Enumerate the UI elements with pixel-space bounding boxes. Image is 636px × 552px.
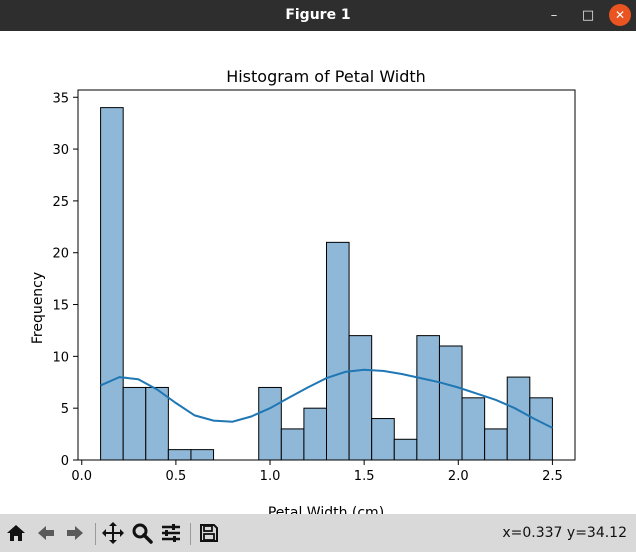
histogram-bar (145, 386, 169, 461)
y-tick-label: 35 (52, 91, 69, 106)
x-tick-label: 0.0 (71, 469, 92, 484)
x-tick-label: 1.5 (354, 469, 375, 484)
histogram-bar (484, 428, 508, 461)
configure-icon[interactable] (158, 520, 184, 546)
histogram-bar (167, 449, 192, 461)
x-tick-label: 0.5 (166, 469, 187, 484)
pan-icon[interactable] (100, 520, 126, 546)
histogram-bar (393, 438, 418, 461)
histogram-bar (100, 107, 124, 461)
zoom-icon[interactable] (129, 520, 155, 546)
kde-line (100, 368, 553, 429)
histogram-chart: Histogram of Petal Width 0.0 0.5 1.0 1.5 2.0… (30, 67, 576, 514)
x-tick-label: 2.0 (448, 469, 469, 484)
back-icon[interactable] (33, 520, 59, 546)
y-tick-label: 5 (61, 402, 69, 417)
histogram-bar (371, 418, 395, 461)
histogram-bar (461, 397, 486, 461)
y-axis-label: Frequency (30, 272, 46, 344)
x-axis-ticks: 0.0 0.5 1.0 1.5 2.0 2.5 (71, 460, 563, 484)
toolbar-separator (95, 523, 96, 545)
toolbar-separator (190, 523, 191, 545)
maximize-button[interactable]: □ (581, 8, 595, 23)
cursor-coordinates: x=0.337 y=34.12 (502, 525, 627, 541)
histogram-bar (416, 335, 440, 461)
histogram-bar (258, 386, 282, 461)
y-tick-label: 10 (52, 350, 69, 365)
navigation-toolbar: x=0.337 y=34.12 (0, 514, 636, 552)
histogram-bar (348, 335, 373, 461)
y-tick-label: 20 (52, 247, 69, 262)
histogram-bar (122, 386, 147, 461)
y-tick-label: 15 (52, 299, 69, 314)
save-icon[interactable] (196, 520, 222, 546)
figure-canvas[interactable]: Histogram of Petal Width 0.0 0.5 1.0 1.5 2.0… (0, 31, 636, 514)
y-tick-label: 30 (52, 143, 69, 158)
histogram-bar (529, 397, 553, 461)
y-tick-label: 0 (61, 454, 69, 469)
home-icon[interactable] (3, 520, 29, 546)
chart-title: Histogram of Petal Width (226, 67, 426, 86)
bars-group (100, 107, 553, 461)
histogram-bar (506, 376, 531, 461)
histogram-bar (326, 241, 350, 461)
forward-icon[interactable] (62, 520, 88, 546)
window-title: Figure 1 (285, 7, 351, 23)
y-axis-ticks: 0 5 10 15 20 25 30 35 (52, 91, 78, 469)
histogram-bar (303, 407, 327, 461)
axes-frame (77, 89, 576, 461)
y-tick-label: 25 (52, 195, 69, 210)
minimize-button[interactable]: – (550, 8, 558, 23)
x-axis-label: Petal Width (cm) (268, 505, 384, 514)
histogram-bar (438, 345, 463, 461)
histogram-bar (190, 449, 215, 461)
histogram-bar (280, 428, 305, 461)
x-tick-label: 2.5 (542, 469, 563, 484)
window-titlebar: Figure 1 – □ ✕ (0, 0, 636, 31)
x-tick-label: 1.0 (260, 469, 281, 484)
close-button[interactable]: ✕ (609, 4, 631, 26)
